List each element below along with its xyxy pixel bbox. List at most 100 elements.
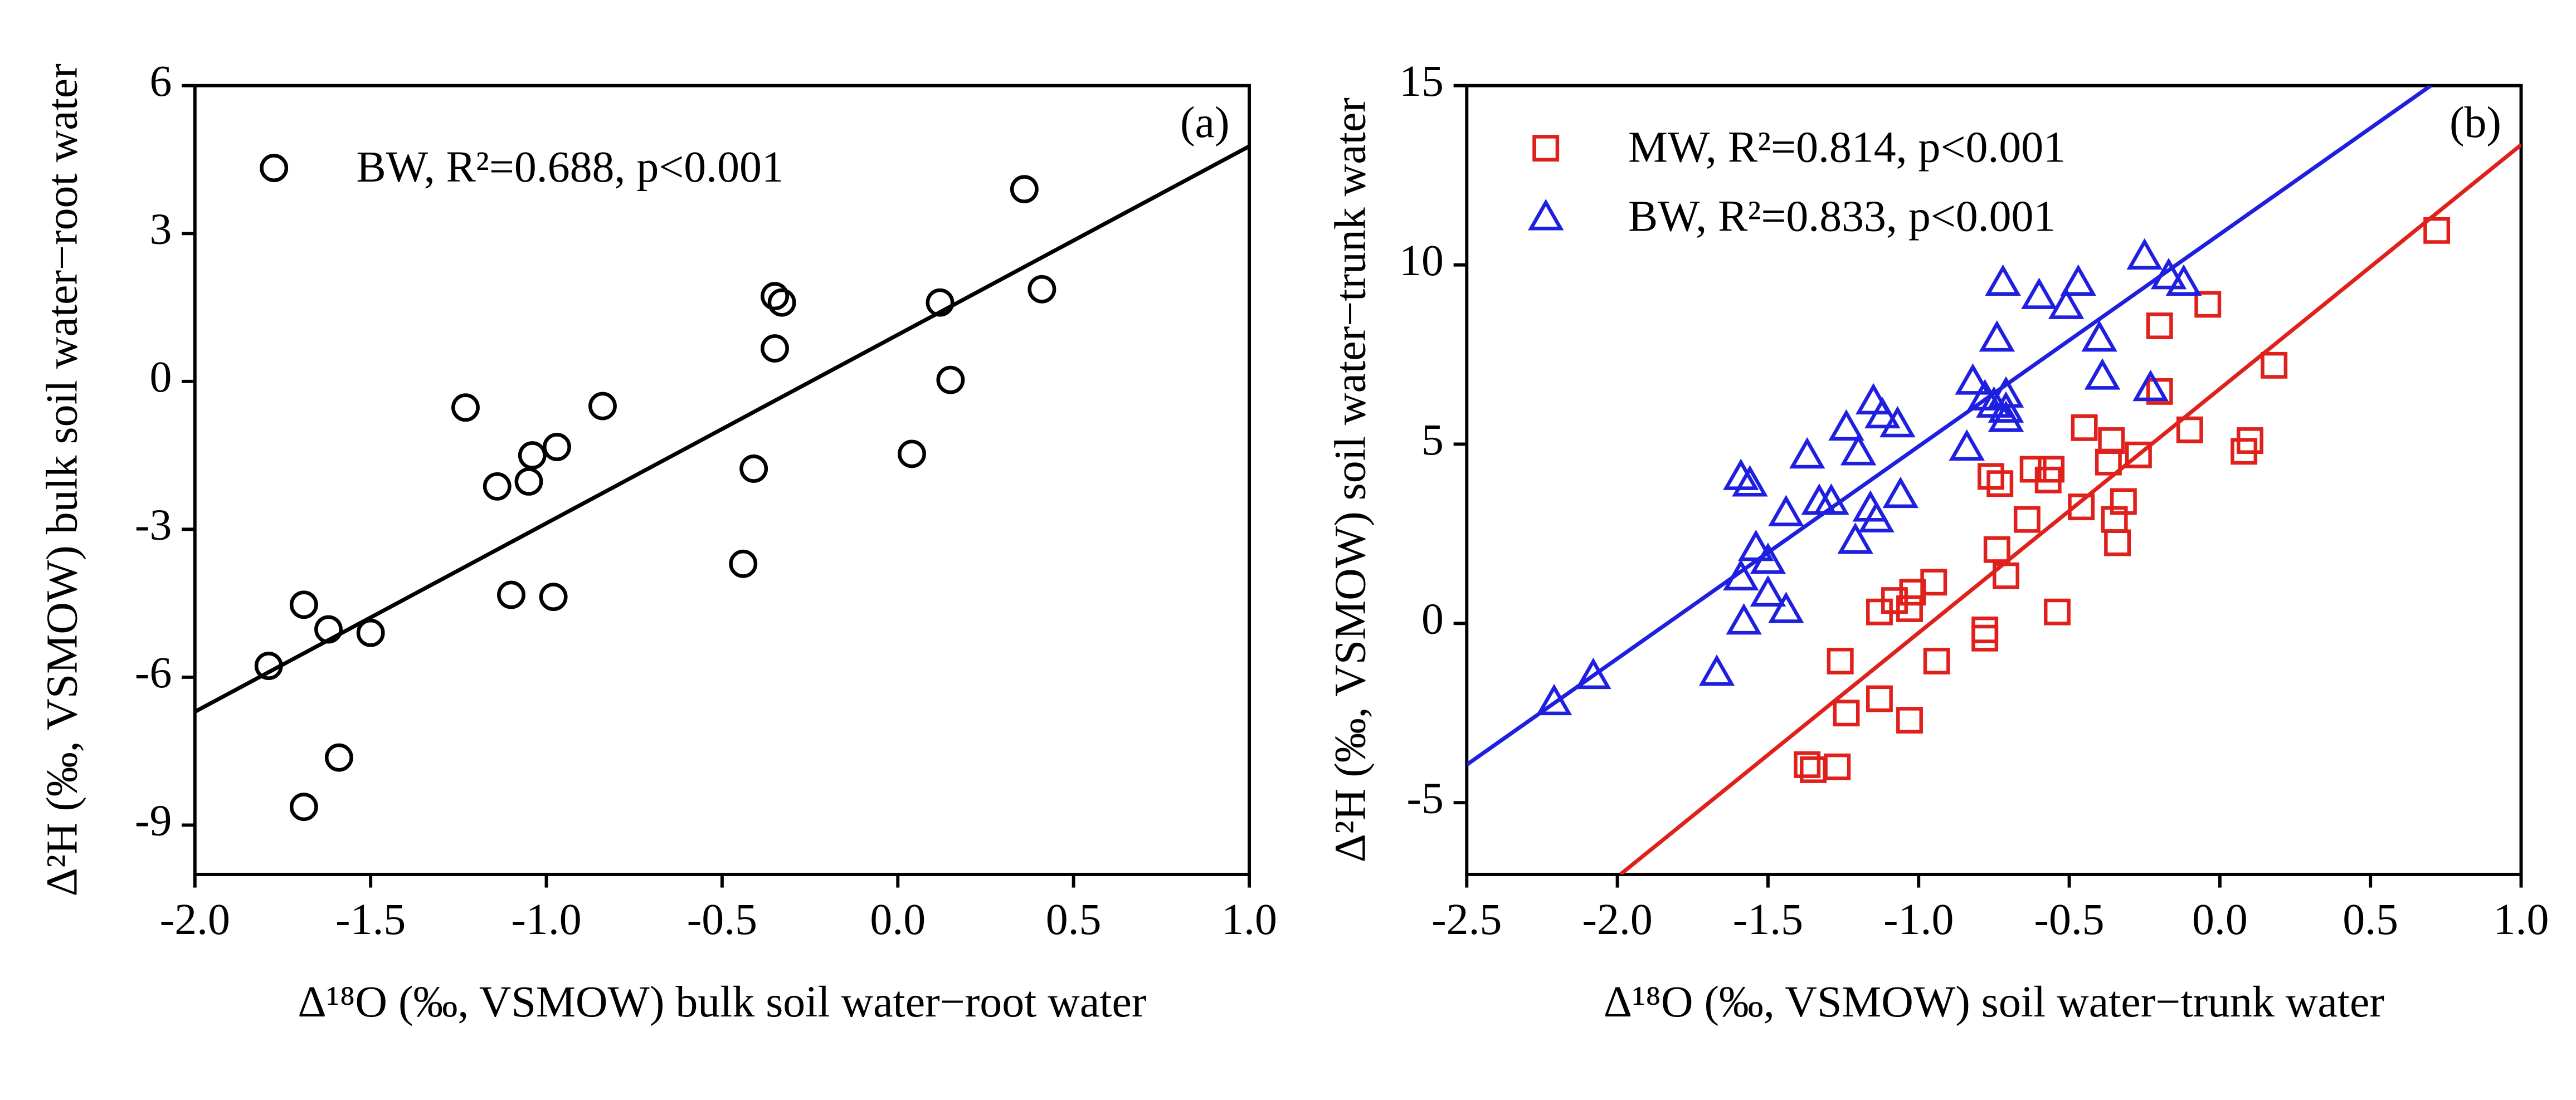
point xyxy=(1879,405,1916,438)
point xyxy=(1896,595,1923,622)
point xyxy=(1768,495,1804,526)
plot-frame xyxy=(1465,84,2523,876)
point xyxy=(1794,751,1821,778)
x-tick-label: 1.0 xyxy=(1221,895,1277,944)
point xyxy=(2084,358,2121,390)
x-tick-label: -2.5 xyxy=(1431,895,1502,944)
point xyxy=(1949,429,1985,461)
point xyxy=(1988,391,2024,423)
legend-label: BW, R²=0.833, p<0.001 xyxy=(1628,192,2056,241)
chart-panel: -2.0 -1.5 -1.0 -0.5 0.0 0.5 1.0 -9 -6 -3 0 3 6 Δ¹⁸O (… xyxy=(38,57,1277,1026)
point xyxy=(761,334,789,363)
point xyxy=(1840,434,1877,466)
point xyxy=(2423,217,2451,244)
legend-label: BW, R²=0.688, p<0.001 xyxy=(357,143,784,192)
point xyxy=(1979,320,2015,352)
point xyxy=(1723,559,1759,591)
point xyxy=(1723,458,1759,490)
x-tick-label: -1.0 xyxy=(511,895,581,944)
point xyxy=(497,580,525,609)
point xyxy=(483,472,512,501)
y-tick-label: -9 xyxy=(135,796,172,845)
fit-line xyxy=(1467,85,2432,766)
point xyxy=(289,590,318,619)
y-tick-label: 0 xyxy=(150,353,172,402)
point xyxy=(2071,414,2098,441)
x-tick-label: -1.5 xyxy=(1733,895,1803,944)
x-tick-label: -2.0 xyxy=(160,895,230,944)
point xyxy=(1896,707,1923,734)
point xyxy=(451,393,480,422)
point xyxy=(1923,647,1950,674)
legend-label: MW, R²=0.814, p<0.001 xyxy=(1628,123,2066,172)
point xyxy=(1988,376,2024,408)
point xyxy=(898,439,926,468)
point xyxy=(1882,476,1919,509)
legend-marker xyxy=(1527,199,1564,231)
x-axis-label: Δ¹⁸O (‰, VSMOW) bulk soil water−root wat… xyxy=(298,977,1146,1026)
point xyxy=(1864,397,1901,429)
point xyxy=(1789,437,1825,469)
y-axis-label: Δ²H (‰, VSMOW) soil water−trunk water xyxy=(1326,97,1375,862)
point xyxy=(2021,277,2057,309)
point xyxy=(1985,264,2021,296)
x-axis-label: Δ¹⁸O (‰, VSMOW) soil water−trunk water xyxy=(1604,977,2384,1026)
point xyxy=(2150,258,2187,290)
point xyxy=(2146,378,2173,405)
plot-frame xyxy=(193,84,1251,876)
point xyxy=(1813,483,1849,515)
point xyxy=(1732,465,1768,497)
point xyxy=(2013,506,2041,533)
point xyxy=(1536,683,1572,716)
point xyxy=(1866,685,1893,712)
point xyxy=(1833,700,1860,727)
x-tick-label: 1.0 xyxy=(2494,895,2549,944)
point xyxy=(1575,657,1611,690)
y-tick-label: 15 xyxy=(1399,57,1444,106)
point xyxy=(254,652,283,680)
point xyxy=(324,743,353,772)
panel-label: (a) xyxy=(1180,98,1230,147)
x-tick-label: -0.5 xyxy=(687,895,757,944)
point xyxy=(1955,363,1991,395)
legend-marker xyxy=(1532,135,1560,162)
point xyxy=(767,288,796,317)
x-tick-label: 0.5 xyxy=(2343,895,2398,944)
point xyxy=(2165,264,2202,296)
fit-line xyxy=(194,144,1250,713)
x-tick-label: -0.5 xyxy=(2034,895,2104,944)
x-tick-label: -2.0 xyxy=(1582,895,1652,944)
point xyxy=(1971,624,1999,652)
point xyxy=(1750,575,1786,607)
point xyxy=(2081,320,2117,352)
point xyxy=(356,618,385,647)
point xyxy=(1010,175,1039,204)
point xyxy=(739,454,768,483)
point xyxy=(2019,456,2047,483)
point xyxy=(2068,493,2095,521)
point xyxy=(761,282,789,311)
point xyxy=(729,549,758,578)
point xyxy=(2095,448,2122,476)
point xyxy=(588,392,617,421)
y-tick-label: -5 xyxy=(1406,774,1443,823)
point xyxy=(926,288,955,317)
point xyxy=(1855,383,1892,415)
point xyxy=(2125,441,2152,468)
point xyxy=(1993,562,2019,589)
point xyxy=(1028,275,1056,304)
point xyxy=(936,365,965,394)
chart-panel: -2.5 -2.0 -1.5 -1.0 -0.5 0.0 0.5 1.0 -5 0 5 10 15 Δ¹⁸… xyxy=(1326,57,2549,1026)
point xyxy=(2110,488,2137,515)
x-tick-label: -1.5 xyxy=(335,895,406,944)
x-tick-label: 0.0 xyxy=(870,895,926,944)
point xyxy=(518,441,547,470)
y-tick-label: -3 xyxy=(135,501,172,550)
panel-label: (b) xyxy=(2450,98,2501,147)
y-tick-label: 6 xyxy=(150,57,172,106)
point xyxy=(2048,287,2085,319)
point xyxy=(2146,312,2173,339)
point xyxy=(539,583,568,612)
